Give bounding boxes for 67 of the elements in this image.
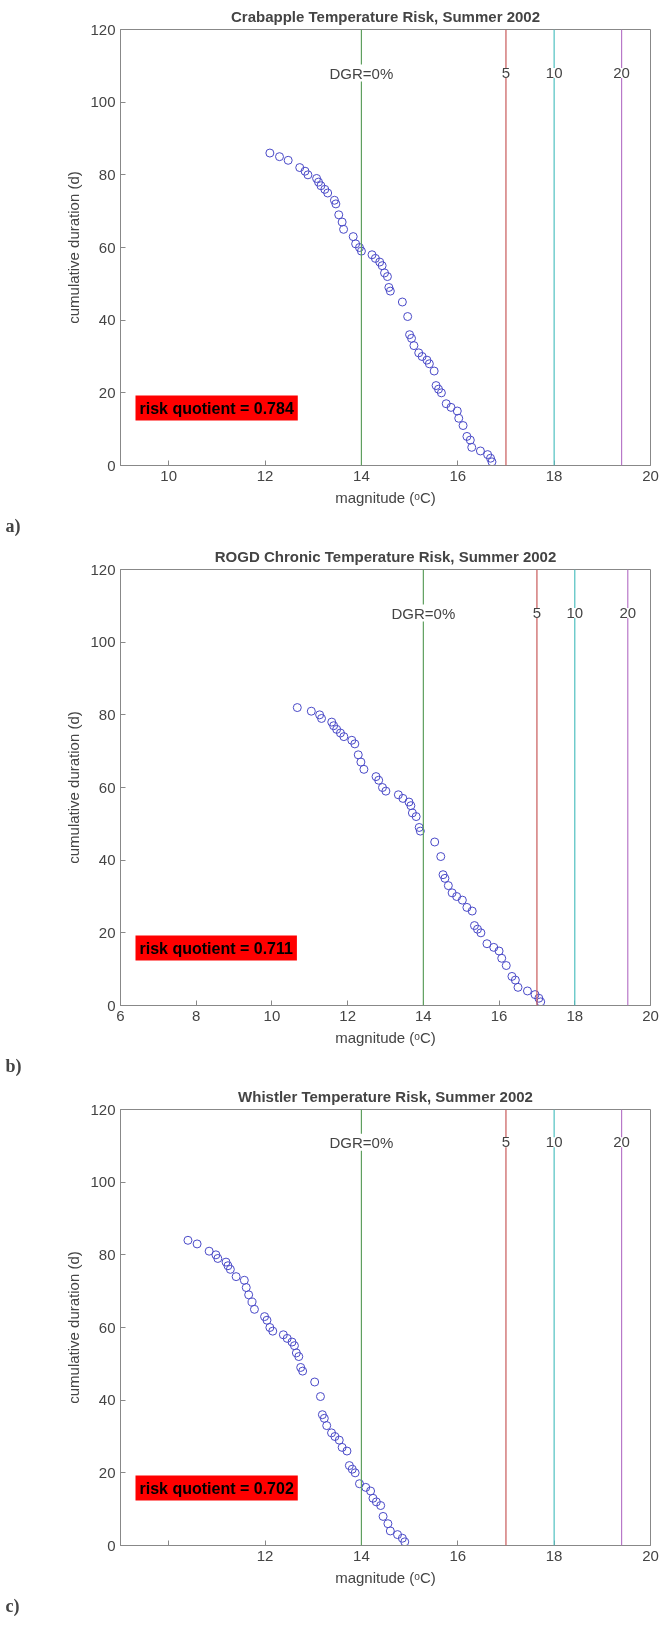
annotation: 10 [566, 604, 584, 622]
x-tick-label: 12 [256, 1546, 274, 1564]
text: b) [5, 1055, 22, 1077]
x-tick-label: 8 [192, 1006, 201, 1024]
y-tick-label: 100 [90, 1173, 116, 1191]
y-tick-label: 60 [98, 778, 116, 796]
y-tick-label: 100 [90, 633, 116, 651]
y-tick-label: 20 [98, 1463, 116, 1481]
y-tick-label: 120 [90, 20, 116, 38]
annotation: DGR=0% [391, 604, 456, 622]
x-tick-label: 18 [545, 466, 563, 484]
x-tick-label: 16 [449, 1546, 467, 1564]
y-tick-label: 0 [107, 456, 116, 474]
y-tick-label: 40 [98, 851, 116, 869]
x-tick-label: 16 [449, 466, 467, 484]
x-axis-title: magnitude (ᵒC) [335, 1028, 436, 1046]
annotation: 10 [545, 1133, 563, 1151]
text: a) [5, 515, 21, 537]
y-tick-label: 80 [98, 705, 116, 723]
x-axis-title: magnitude (ᵒC) [335, 488, 436, 506]
chart-title: Crabapple Temperature Risk, Summer 2002 [230, 7, 541, 25]
x-tick-label: 18 [545, 1546, 563, 1564]
y-tick-label: 100 [90, 93, 116, 111]
x-tick-label: 18 [566, 1006, 584, 1024]
annotation: risk quotient = 0.784 [139, 399, 294, 417]
y-tick-label: 20 [98, 923, 116, 941]
annotation: risk quotient = 0.702 [139, 1479, 294, 1497]
y-axis-title: cumulative duration (d) [65, 711, 83, 864]
annotation: 20 [613, 1133, 630, 1151]
annotation: 5 [501, 64, 511, 82]
x-tick-label: 10 [263, 1006, 281, 1024]
y-axis-title: cumulative duration (d) [65, 1251, 83, 1404]
y-tick-label: 120 [90, 560, 116, 578]
annotation: 10 [545, 64, 563, 82]
text: c) [5, 1595, 20, 1617]
y-tick-label: 40 [98, 311, 116, 329]
y-tick-label: 80 [98, 165, 116, 183]
y-tick-label: 40 [98, 1391, 116, 1409]
y-tick-label: 60 [98, 238, 116, 256]
x-axis-title: magnitude (ᵒC) [335, 1568, 436, 1586]
x-tick-label: 6 [116, 1006, 125, 1024]
x-tick-label: 10 [160, 466, 178, 484]
annotation: risk quotient = 0.711 [139, 939, 293, 957]
x-tick-label: 20 [642, 1006, 659, 1024]
x-tick-label: 14 [353, 466, 370, 484]
chart-title: Whistler Temperature Risk, Summer 2002 [238, 1087, 533, 1105]
annotation: 20 [613, 64, 630, 82]
x-tick-label: 12 [339, 1006, 356, 1024]
y-tick-label: 120 [90, 1100, 116, 1118]
annotation: 5 [532, 604, 542, 622]
annotation: 20 [619, 604, 637, 622]
y-tick-label: 0 [107, 1536, 116, 1554]
x-tick-label: 20 [642, 1546, 659, 1564]
y-axis-title: cumulative duration (d) [65, 171, 83, 324]
y-tick-label: 0 [107, 996, 116, 1014]
annotation: DGR=0% [329, 64, 394, 82]
x-tick-label: 14 [353, 1546, 370, 1564]
x-tick-label: 12 [256, 466, 274, 484]
x-tick-label: 16 [490, 1006, 508, 1024]
x-tick-label: 20 [642, 466, 659, 484]
y-tick-label: 20 [98, 383, 116, 401]
annotation: DGR=0% [329, 1133, 394, 1151]
chart-title: ROGD Chronic Temperature Risk, Summer 2002 [214, 547, 557, 565]
y-tick-label: 80 [98, 1245, 116, 1263]
annotation: 5 [501, 1133, 511, 1151]
y-tick-label: 60 [98, 1318, 116, 1336]
x-tick-label: 14 [415, 1006, 432, 1024]
